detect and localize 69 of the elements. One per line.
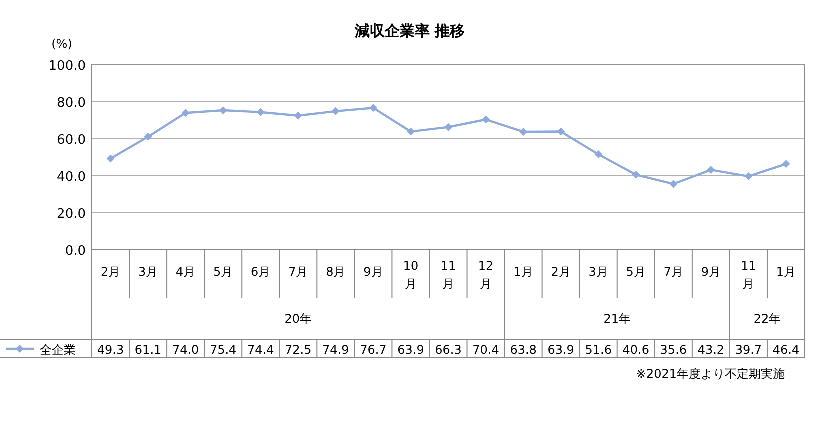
data-label: 70.4 (472, 343, 500, 357)
data-label: 43.2 (698, 343, 725, 357)
data-label: 63.8 (510, 343, 537, 357)
data-label: 72.5 (285, 343, 312, 357)
point (557, 128, 566, 136)
x-tick-label: 11月 (741, 259, 756, 291)
point (144, 132, 152, 141)
point (406, 128, 415, 136)
data-label: 63.9 (548, 343, 574, 357)
data-label: 51.6 (585, 343, 612, 357)
text: ※2021年度より不定期実施 (636, 367, 785, 381)
x-tick-label: 11月 (440, 259, 456, 291)
x-tick-label: 7月 (664, 265, 684, 279)
point (332, 107, 340, 116)
x-tick-label: 5月 (214, 265, 234, 279)
y-tick-label: 80.0 (57, 96, 86, 111)
data-label: 63.9 (398, 343, 424, 357)
point (219, 106, 228, 115)
x-tick-label: 9月 (364, 265, 384, 279)
y-tick-label: 100.0 (48, 59, 86, 74)
x-tick-label: 5月 (626, 265, 646, 279)
legend-label: 全企業 (40, 343, 76, 357)
point (444, 123, 452, 132)
point (182, 109, 190, 118)
x-tick-label: 2月 (100, 265, 121, 279)
point (670, 180, 678, 188)
x-tick-label: 1月 (514, 265, 534, 279)
data-label: 66.3 (435, 343, 462, 357)
y-tick-label: 60.0 (57, 133, 86, 148)
x-tick-label: 9月 (701, 265, 722, 279)
x-tick-label: 3月 (138, 265, 158, 279)
data-label: 49.3 (97, 343, 124, 357)
data-label: 75.4 (210, 343, 237, 357)
data-label: 74.0 (172, 343, 200, 357)
data-label: 61.1 (134, 343, 162, 357)
data-label: 74.9 (322, 343, 350, 357)
data-label: 46.4 (772, 343, 800, 357)
x-tick-label: 2月 (551, 265, 571, 279)
point (744, 172, 753, 181)
point (256, 108, 265, 116)
data-label: 76.7 (360, 343, 387, 357)
x-tick-label: 6月 (251, 265, 271, 279)
point (106, 154, 115, 163)
text: 21年 (604, 312, 632, 326)
x-tick-label: 10月 (403, 259, 419, 291)
x-tick-label: 4月 (176, 265, 196, 279)
data-label: 74.4 (248, 343, 274, 357)
chart-title: 減収企業率 推移 (354, 22, 466, 40)
data-label: 40.6 (622, 343, 650, 357)
x-tick-label: 3月 (588, 265, 608, 279)
y-tick-label: 0.0 (65, 244, 86, 259)
point (782, 160, 790, 168)
data-label: 39.7 (735, 343, 762, 357)
data-label: 35.6 (660, 343, 688, 357)
point (369, 104, 378, 112)
y-tick-label: 40.0 (57, 170, 86, 185)
point (294, 112, 302, 120)
y-axis-title: (%) (52, 37, 72, 51)
text: 20年 (284, 312, 312, 326)
point (707, 166, 716, 174)
x-tick-label: 7月 (288, 265, 308, 279)
x-tick-label: 8月 (326, 265, 346, 279)
point (482, 116, 490, 124)
point (594, 150, 603, 159)
x-tick-label: 1月 (776, 265, 796, 279)
x-tick-label: 12月 (478, 259, 494, 291)
y-tick-label: 20.0 (57, 207, 86, 222)
text: 22年 (754, 312, 782, 326)
point (632, 170, 640, 179)
